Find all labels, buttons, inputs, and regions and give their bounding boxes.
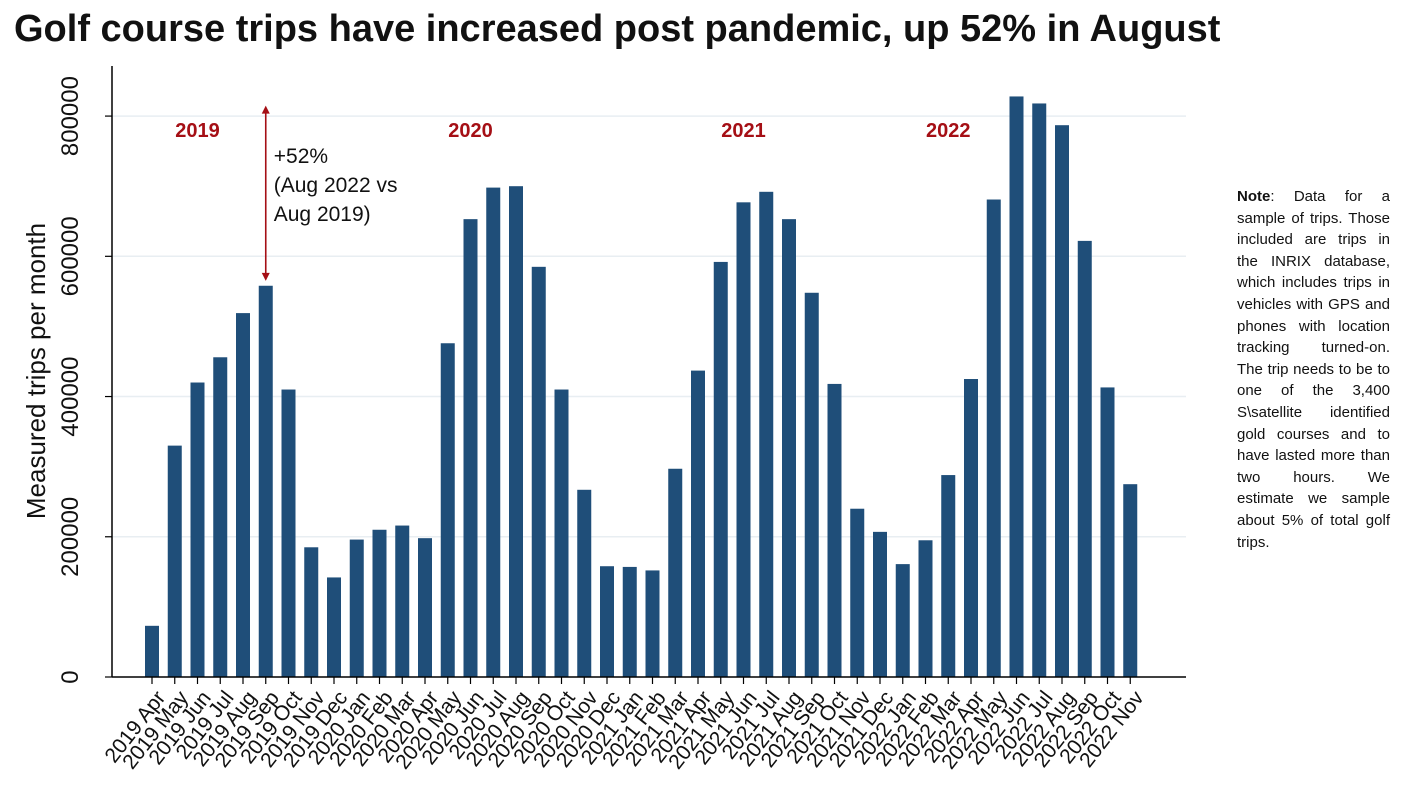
bar bbox=[941, 475, 956, 677]
bar bbox=[622, 566, 637, 677]
bar bbox=[782, 219, 796, 678]
year-label: 2019 bbox=[175, 120, 220, 142]
bar bbox=[759, 191, 774, 677]
bar bbox=[577, 489, 592, 677]
bar bbox=[554, 389, 569, 677]
bar bbox=[167, 445, 182, 677]
bar bbox=[1100, 387, 1115, 677]
year-label: 2022 bbox=[926, 120, 971, 142]
bar bbox=[850, 508, 865, 677]
y-ticks: 0 200000 400000 600000 800000 bbox=[57, 76, 112, 684]
bar bbox=[327, 577, 341, 677]
arrow-annotation-text: (Aug 2022 vs bbox=[274, 174, 398, 197]
bar bbox=[1009, 96, 1024, 678]
bar bbox=[440, 343, 455, 677]
note-text: : Data for a sample of trips. Those incl… bbox=[1237, 188, 1390, 551]
bar bbox=[509, 186, 523, 677]
bar bbox=[895, 564, 910, 677]
bar bbox=[304, 547, 319, 677]
year-label: 2020 bbox=[448, 120, 493, 142]
bar bbox=[668, 468, 683, 677]
bar bbox=[145, 625, 159, 677]
bar bbox=[1032, 103, 1047, 677]
bar bbox=[486, 187, 501, 677]
annotations: 2019 2020 2021 2022 +52% (Aug 2022 vs Aug 2019… bbox=[175, 105, 971, 281]
bar bbox=[1077, 240, 1092, 677]
bars bbox=[145, 96, 1138, 678]
bar bbox=[918, 540, 933, 677]
bar bbox=[600, 566, 614, 677]
arrow-head-up bbox=[261, 105, 270, 114]
year-label: 2021 bbox=[721, 120, 766, 142]
y-tick-label: 200000 bbox=[57, 497, 84, 577]
y-tick-label: 400000 bbox=[57, 356, 84, 436]
arrow-annotation-text: +52% bbox=[274, 145, 328, 168]
y-tick-label: 0 bbox=[57, 670, 84, 683]
bar bbox=[1055, 125, 1069, 677]
bar bbox=[418, 538, 432, 677]
bar bbox=[964, 379, 978, 677]
bar bbox=[827, 383, 842, 677]
bar bbox=[873, 531, 887, 677]
bar bbox=[804, 292, 819, 677]
data-note: Note: Data for a sample of trips. Those … bbox=[1237, 186, 1390, 553]
bar bbox=[736, 202, 751, 677]
bar bbox=[463, 219, 478, 678]
bar bbox=[372, 529, 387, 677]
arrow-head-down bbox=[261, 272, 270, 281]
y-axis-label: Measured trips per month bbox=[21, 223, 51, 519]
y-tick-label: 800000 bbox=[57, 76, 84, 156]
bar bbox=[395, 525, 410, 677]
bar bbox=[236, 313, 250, 677]
bar bbox=[645, 570, 660, 677]
bar bbox=[281, 389, 296, 677]
arrow-annotation-text: Aug 2019) bbox=[274, 203, 371, 226]
axes bbox=[111, 66, 1186, 678]
note-label: Note bbox=[1237, 188, 1271, 205]
bar bbox=[258, 285, 273, 677]
bar bbox=[213, 357, 228, 677]
bar bbox=[713, 261, 728, 677]
bar bbox=[190, 382, 205, 677]
bar bbox=[1123, 484, 1138, 677]
y-tick-label: 600000 bbox=[57, 216, 84, 296]
bar bbox=[691, 370, 705, 677]
chart-title: Golf course trips have increased post pa… bbox=[14, 8, 1221, 50]
bar bbox=[349, 539, 364, 677]
bar bbox=[531, 266, 546, 677]
bar bbox=[986, 199, 1001, 677]
